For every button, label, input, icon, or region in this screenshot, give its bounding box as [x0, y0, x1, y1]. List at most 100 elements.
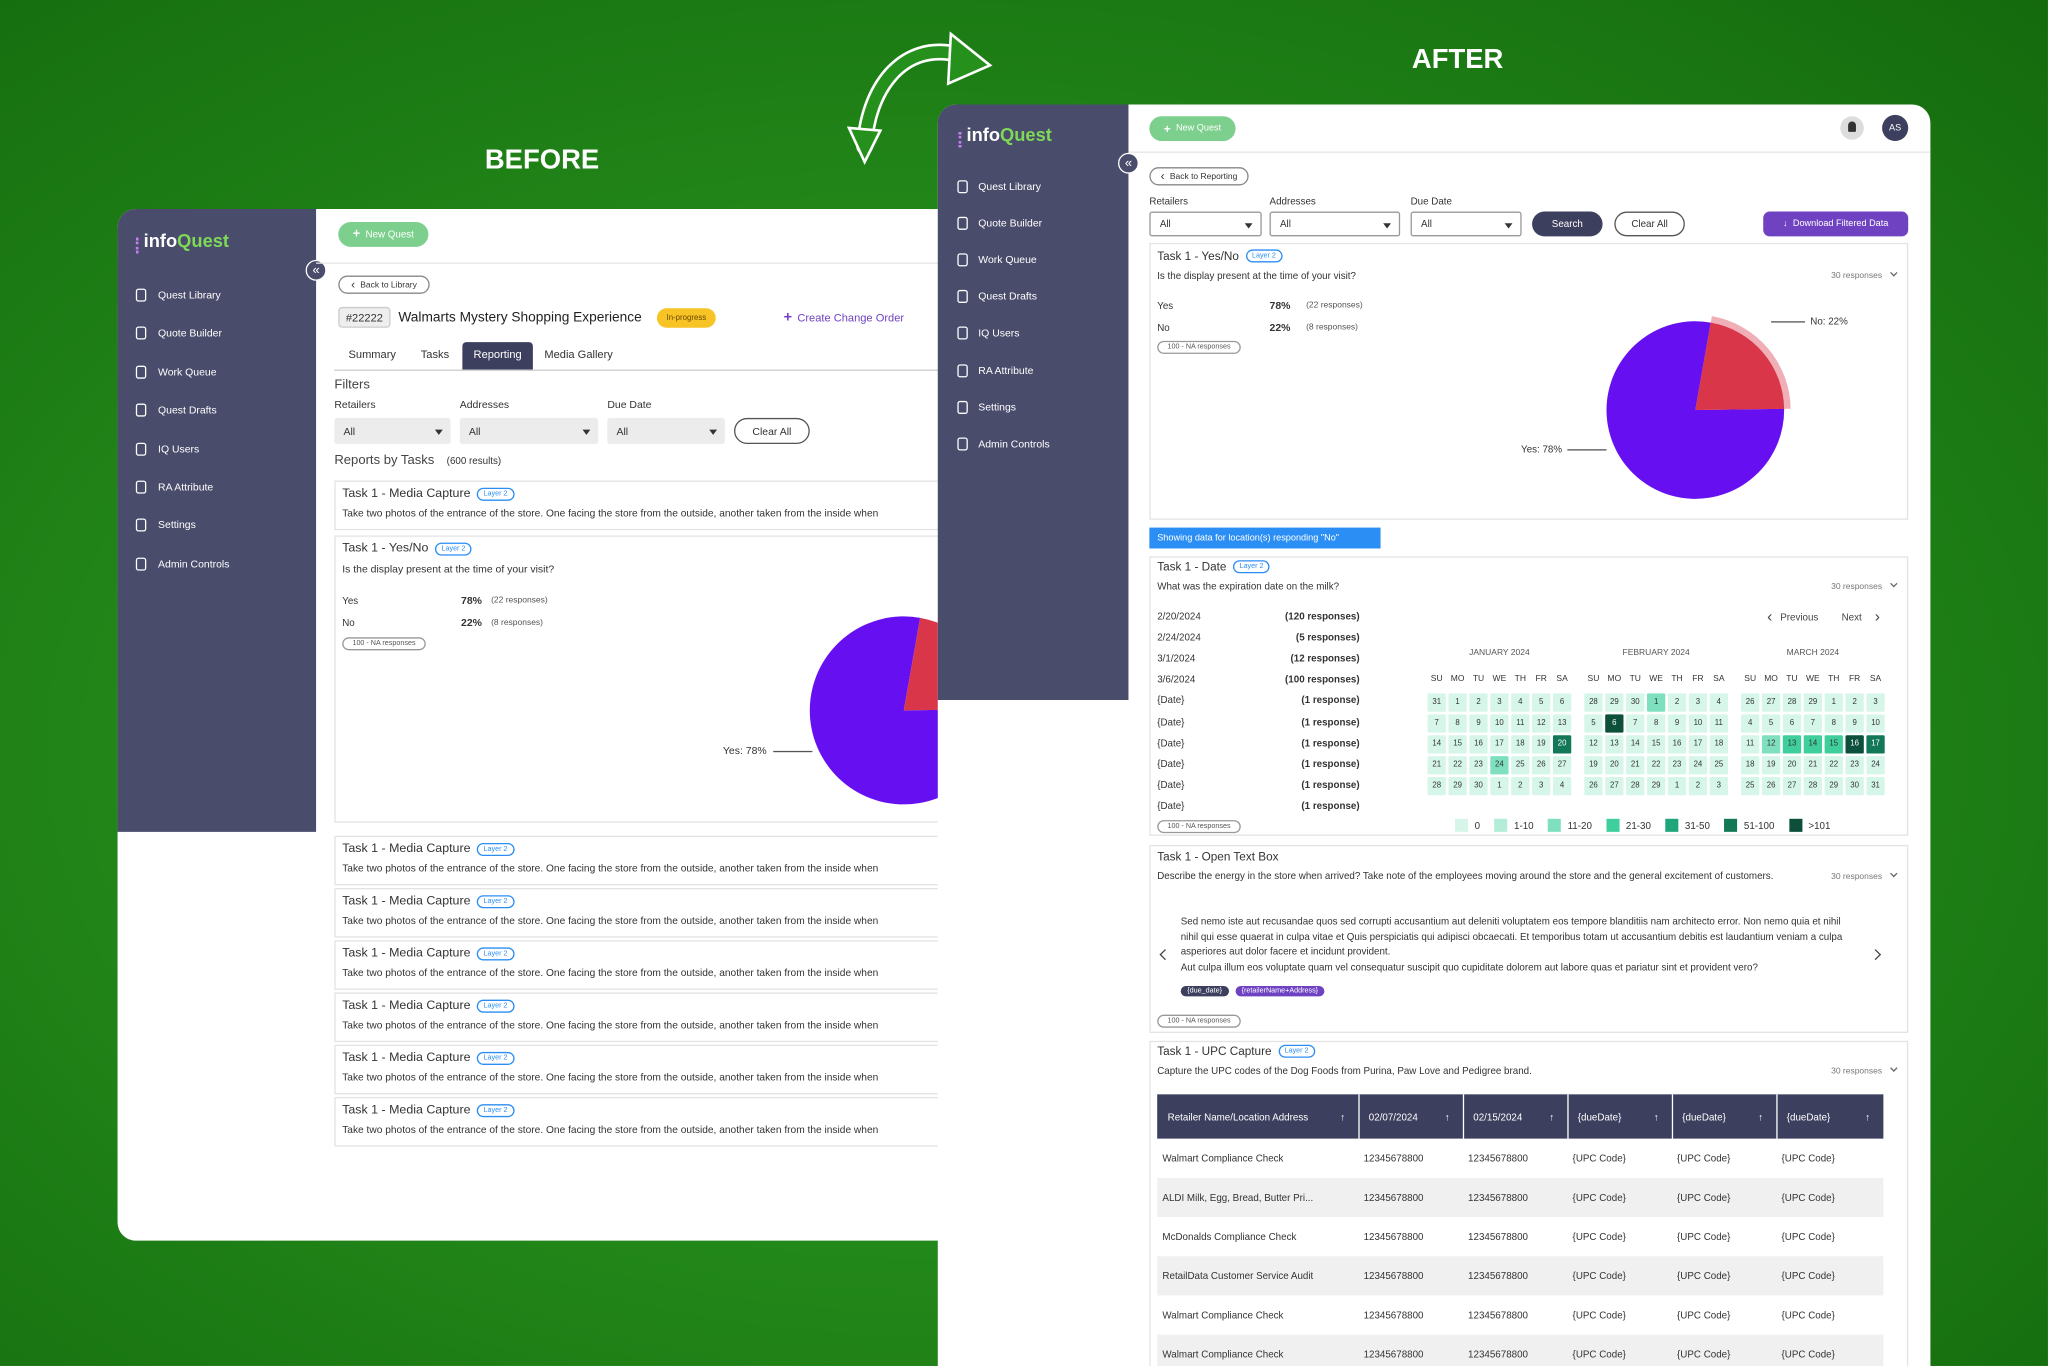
- responses-count[interactable]: 30 responses: [1831, 1066, 1896, 1076]
- nav-icon: [135, 288, 147, 302]
- nav-item[interactable]: Admin Controls: [978, 437, 1050, 450]
- nav-item[interactable]: Work Queue: [158, 366, 217, 378]
- column-header[interactable]: {dueDate}: [1672, 1094, 1776, 1138]
- nav-item[interactable]: Admin Controls: [158, 558, 230, 570]
- reports-title: Reports by Tasks: [334, 453, 435, 469]
- filter-select[interactable]: All: [1149, 211, 1262, 237]
- filter-select[interactable]: All: [1269, 211, 1401, 237]
- new-quest-button[interactable]: New Quest: [1149, 116, 1236, 142]
- weekday: SA: [1869, 674, 1882, 684]
- calendar-day: 28: [1427, 777, 1446, 796]
- task-description: Take two photos of the entrance of the s…: [342, 967, 879, 979]
- filter-select[interactable]: All: [1410, 211, 1522, 237]
- answer-percent: 22%: [461, 616, 482, 629]
- calendar-day: 14: [1803, 735, 1823, 754]
- clear-button[interactable]: Clear All: [1614, 211, 1685, 237]
- table-cell: {UPC Code}: [1572, 1152, 1626, 1165]
- tab[interactable]: Media Gallery: [544, 347, 613, 361]
- responses-count[interactable]: 30 responses: [1831, 871, 1896, 881]
- filter-select[interactable]: All: [334, 417, 451, 445]
- heat-legend: 0 1-10 11-20 21-30 31-50 51-100 >101: [1454, 818, 1830, 832]
- download-button[interactable]: Download Filtered Data: [1763, 211, 1909, 237]
- nav-item[interactable]: Quest Drafts: [158, 404, 217, 417]
- column-header[interactable]: 02/15/2024: [1463, 1094, 1567, 1138]
- calendar-day: 28: [1803, 777, 1823, 796]
- table-cell: RetailData Customer Service Audit: [1162, 1269, 1314, 1282]
- calendar-day: 20: [1552, 735, 1572, 754]
- calendar-day: 19: [1584, 756, 1603, 775]
- tab[interactable]: Tasks: [420, 347, 450, 361]
- column-header[interactable]: Retailer Name/Location Address: [1157, 1094, 1358, 1138]
- clear-button[interactable]: Clear All: [734, 417, 810, 445]
- nav-item[interactable]: Quest Library: [158, 289, 221, 302]
- nav-item[interactable]: Quest Library: [978, 180, 1042, 193]
- calendar-day: 12: [1761, 735, 1781, 754]
- prev-button[interactable]: Previous: [1767, 607, 1818, 625]
- legend-label: 51-100: [1743, 819, 1775, 832]
- logo-info: info: [966, 124, 1001, 145]
- weekday: WE: [1806, 674, 1820, 684]
- tab[interactable]: Summary: [348, 347, 396, 361]
- date-value: 2/20/2024: [1157, 610, 1201, 623]
- next-button[interactable]: Next: [1842, 607, 1880, 625]
- response-text: Sed nemo iste aut recusandae quos sed co…: [1181, 914, 1850, 975]
- answer-responses: (22 responses): [1306, 301, 1363, 311]
- calendar-day: 28: [1782, 693, 1802, 712]
- nav-item[interactable]: IQ Users: [978, 327, 1020, 340]
- answer-label: No: [1157, 321, 1170, 334]
- nav-item[interactable]: RA Attribute: [158, 481, 214, 493]
- filter-select[interactable]: All: [607, 417, 725, 445]
- date-value: {Date}: [1157, 778, 1185, 791]
- nav-item[interactable]: Quote Builder: [158, 327, 222, 340]
- table-cell: Walmart Compliance Check: [1162, 1152, 1284, 1165]
- new-quest-button[interactable]: New Quest: [338, 222, 429, 247]
- nav-icon: [957, 180, 968, 194]
- calendar-day: 29: [1803, 693, 1823, 712]
- month-name: FEBRUARY 2024: [1622, 648, 1690, 658]
- calendar-day: 30: [1845, 777, 1864, 796]
- task-question: Is the display present at the time of yo…: [1157, 269, 1356, 282]
- date-value: {Date}: [1157, 799, 1185, 812]
- calendar-day: 11: [1709, 714, 1728, 733]
- collapse-button[interactable]: [305, 259, 327, 281]
- nav-item[interactable]: Quest Drafts: [978, 290, 1037, 303]
- pie-label: Yes: 78%: [1521, 443, 1563, 456]
- table-cell: {UPC Code}: [1781, 1348, 1835, 1361]
- nav-item[interactable]: IQ Users: [158, 442, 200, 455]
- column-header[interactable]: {dueDate}: [1567, 1094, 1671, 1138]
- filter-select[interactable]: All: [459, 417, 599, 445]
- collapse-button[interactable]: [1118, 152, 1139, 174]
- table-cell: {UPC Code}: [1677, 1152, 1731, 1165]
- back-button[interactable]: Back to Reporting: [1149, 167, 1249, 186]
- back-button[interactable]: Back to Library: [338, 275, 430, 294]
- nav-item[interactable]: Settings: [158, 519, 196, 532]
- column-header[interactable]: 02/07/2024: [1358, 1094, 1462, 1138]
- calendar-day: 19: [1761, 756, 1781, 775]
- change-order-link[interactable]: Create Change Order: [784, 309, 904, 325]
- responses-count[interactable]: 30 responses: [1831, 270, 1896, 281]
- nav-item[interactable]: Work Queue: [978, 254, 1037, 266]
- nav-item[interactable]: Settings: [978, 401, 1017, 413]
- calendar-day: 12: [1532, 714, 1551, 733]
- quest-id: #22222: [338, 306, 391, 328]
- weekday: SU: [1430, 674, 1443, 684]
- responses-count[interactable]: 30 responses: [1831, 581, 1896, 591]
- calendar-day: 22: [1646, 756, 1666, 775]
- task-question: Is the display present at the time of yo…: [342, 563, 555, 576]
- calendar-day: 11: [1511, 714, 1530, 733]
- tab[interactable]: Reporting: [473, 347, 522, 361]
- task-header: Task 1 - Yes/No Layer 2: [1157, 249, 1283, 263]
- table-cell: {UPC Code}: [1781, 1269, 1835, 1282]
- search-button[interactable]: Search: [1532, 211, 1603, 237]
- task-description: Take two photos of the entrance of the s…: [342, 1019, 879, 1032]
- avatar[interactable]: AS: [1882, 114, 1909, 142]
- layer-badge: Layer 2: [477, 999, 515, 1013]
- table-cell: ALDI Milk, Egg, Bread, Butter Pri...: [1162, 1191, 1314, 1204]
- nav-item[interactable]: Quote Builder: [978, 217, 1043, 230]
- nav-icon: [135, 326, 147, 341]
- nav-item[interactable]: RA Attribute: [978, 364, 1034, 377]
- table-cell: {UPC Code}: [1572, 1348, 1626, 1361]
- column-header[interactable]: {dueDate}: [1776, 1094, 1883, 1138]
- calendar-day: 14: [1427, 735, 1446, 754]
- table-cell: {UPC Code}: [1572, 1230, 1626, 1243]
